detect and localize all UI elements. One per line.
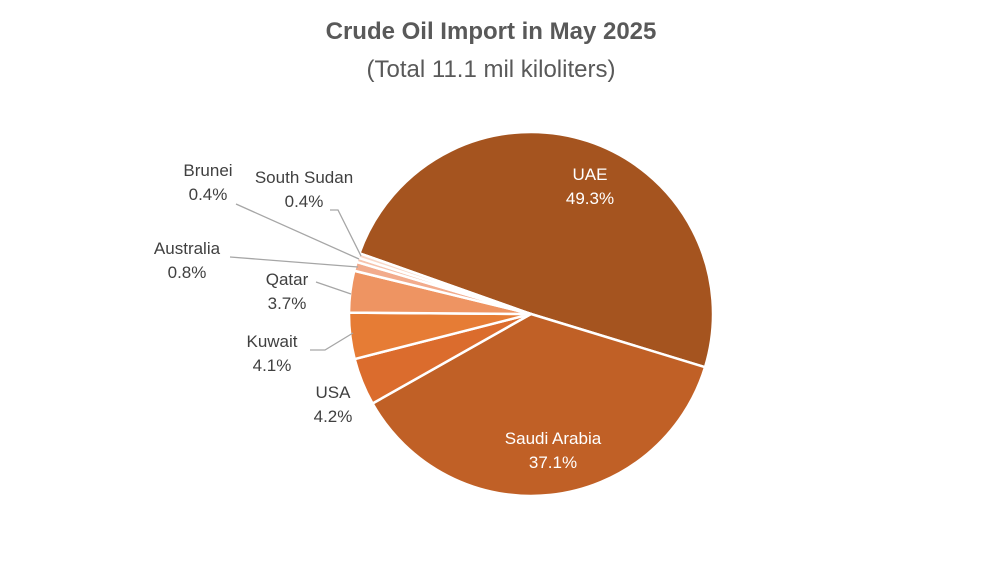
- leader-line-brunei: [235, 203, 360, 260]
- slice-percent-kuwait: 4.1%: [253, 356, 292, 375]
- slice-label-brunei: Brunei: [183, 161, 232, 180]
- slice-label-australia: Australia: [154, 239, 221, 258]
- leader-line-australia: [229, 256, 359, 268]
- chart-title: Crude Oil Import in May 2025: [325, 18, 657, 45]
- slice-percent-south-sudan: 0.4%: [285, 192, 324, 211]
- pie-slice-uae: [358, 130, 715, 369]
- slice-percent-australia: 0.8%: [168, 263, 207, 282]
- slice-label-usa: USA: [316, 383, 352, 402]
- chart-subtitle: (Total 11.1 mil kiloliters): [366, 56, 616, 83]
- slice-label-qatar: Qatar: [266, 270, 309, 289]
- slice-percent-saudi-arabia: 37.1%: [529, 453, 577, 472]
- slice-percent-uae: 49.3%: [566, 189, 614, 208]
- slice-percent-qatar: 3.7%: [268, 294, 307, 313]
- data-labels: UAE 49.3% Saudi Arabia 37.1% USA 4.2% Kuwait 4.…: [154, 161, 614, 472]
- slice-label-uae: UAE: [573, 165, 608, 184]
- leader-lines: [229, 203, 362, 351]
- slice-label-saudi-arabia: Saudi Arabia: [505, 429, 602, 448]
- slice-label-south-sudan: South Sudan: [255, 168, 353, 187]
- slice-percent-brunei: 0.4%: [189, 185, 228, 204]
- leader-line-qatar: [315, 281, 352, 295]
- pie-slices: [347, 130, 715, 498]
- pie-slice-saudi-arabia: [371, 312, 707, 498]
- leader-line-kuwait: [310, 332, 354, 351]
- slice-percent-usa: 4.2%: [314, 407, 353, 426]
- leader-line-south-sudan: [330, 209, 362, 257]
- slice-label-kuwait: Kuwait: [246, 332, 297, 351]
